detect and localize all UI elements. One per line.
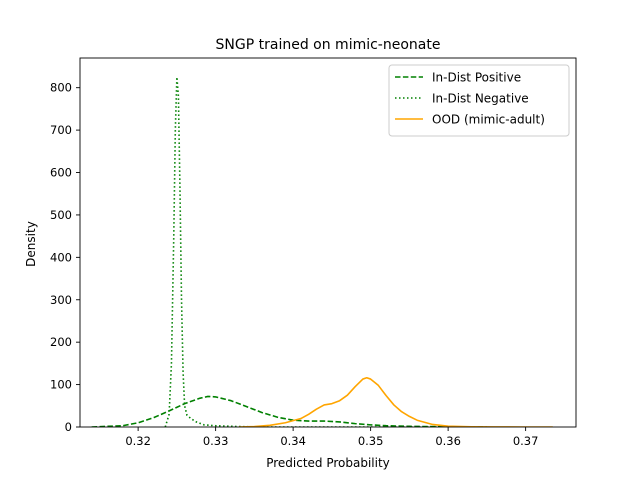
legend-label-1: In-Dist Negative [432, 92, 529, 106]
axes-frame [79, 57, 577, 428]
y-tick-label: 800 [50, 81, 72, 95]
y-axis-label: Density [24, 221, 38, 267]
legend-label-2: OOD (mimic-adult) [432, 113, 545, 127]
x-tick-label: 0.33 [203, 434, 229, 448]
y-tick-label: 400 [50, 250, 72, 264]
series-line-2 [238, 377, 553, 427]
x-tick-label: 0.32 [125, 434, 151, 448]
y-tick-label: 500 [50, 208, 72, 222]
x-axis-label: Predicted Probability [266, 456, 390, 470]
y-tick-label: 600 [50, 166, 72, 180]
chart-title: SNGP trained on mimic-neonate [216, 37, 441, 53]
y-tick-label: 0 [65, 420, 72, 434]
legend-box [388, 64, 570, 137]
plot-area: 0.32 0.33 0.34 0.35 0.36 0.37 0 100 200 300 400 500… [50, 57, 577, 448]
series-line-1 [164, 76, 449, 427]
legend-label-0: In-Dist Positive [432, 71, 521, 85]
y-tick-label: 700 [50, 123, 72, 137]
legend: In-Dist Positive In-Dist Negative OOD (mim… [388, 64, 570, 137]
x-tick-label: 0.35 [358, 434, 384, 448]
series-line-0 [91, 395, 487, 427]
x-tick-label: 0.36 [435, 434, 461, 448]
y-tick-label: 300 [50, 293, 72, 307]
x-tick-label: 0.34 [280, 434, 306, 448]
y-tick-label: 100 [50, 378, 72, 392]
x-tick-label: 0.37 [513, 434, 539, 448]
y-tick-label: 200 [50, 335, 72, 349]
